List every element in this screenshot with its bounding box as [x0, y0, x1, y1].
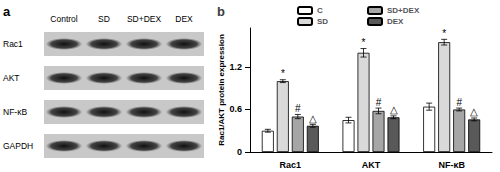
svg-text:DEX: DEX — [175, 14, 193, 24]
svg-text:#: # — [376, 97, 382, 108]
svg-text:a: a — [3, 4, 11, 19]
svg-text:AKT: AKT — [3, 73, 20, 83]
svg-text:*: * — [362, 37, 366, 48]
svg-text:*: * — [281, 68, 285, 79]
svg-text:0.6: 0.6 — [229, 104, 242, 114]
svg-text:#: # — [295, 103, 301, 114]
svg-text:SD+DEX: SD+DEX — [387, 6, 420, 15]
svg-text:△: △ — [470, 106, 478, 117]
svg-text:NF-κB: NF-κB — [3, 107, 27, 117]
svg-text:Rac1: Rac1 — [3, 39, 23, 49]
svg-text:SD: SD — [317, 17, 328, 26]
svg-text:Rac1/AKT protein expression: Rac1/AKT protein expression — [217, 34, 226, 146]
svg-text:1.2: 1.2 — [229, 62, 242, 72]
svg-text:*: * — [442, 28, 446, 39]
svg-text:C: C — [317, 6, 323, 15]
svg-text:NF-κB: NF-κB — [438, 160, 465, 170]
svg-text:Rac1: Rac1 — [280, 160, 302, 170]
svg-text:b: b — [217, 4, 225, 19]
svg-text:DEX: DEX — [387, 17, 404, 26]
svg-text:#: # — [456, 97, 462, 108]
svg-text:SD+DEX: SD+DEX — [127, 14, 162, 24]
svg-text:0: 0 — [237, 147, 242, 157]
svg-text:AKT: AKT — [362, 160, 381, 170]
svg-text:Control: Control — [50, 14, 78, 24]
svg-text:SD: SD — [98, 14, 110, 24]
svg-text:△: △ — [309, 113, 317, 124]
svg-text:GAPDH: GAPDH — [3, 141, 33, 151]
svg-text:△: △ — [390, 104, 398, 115]
